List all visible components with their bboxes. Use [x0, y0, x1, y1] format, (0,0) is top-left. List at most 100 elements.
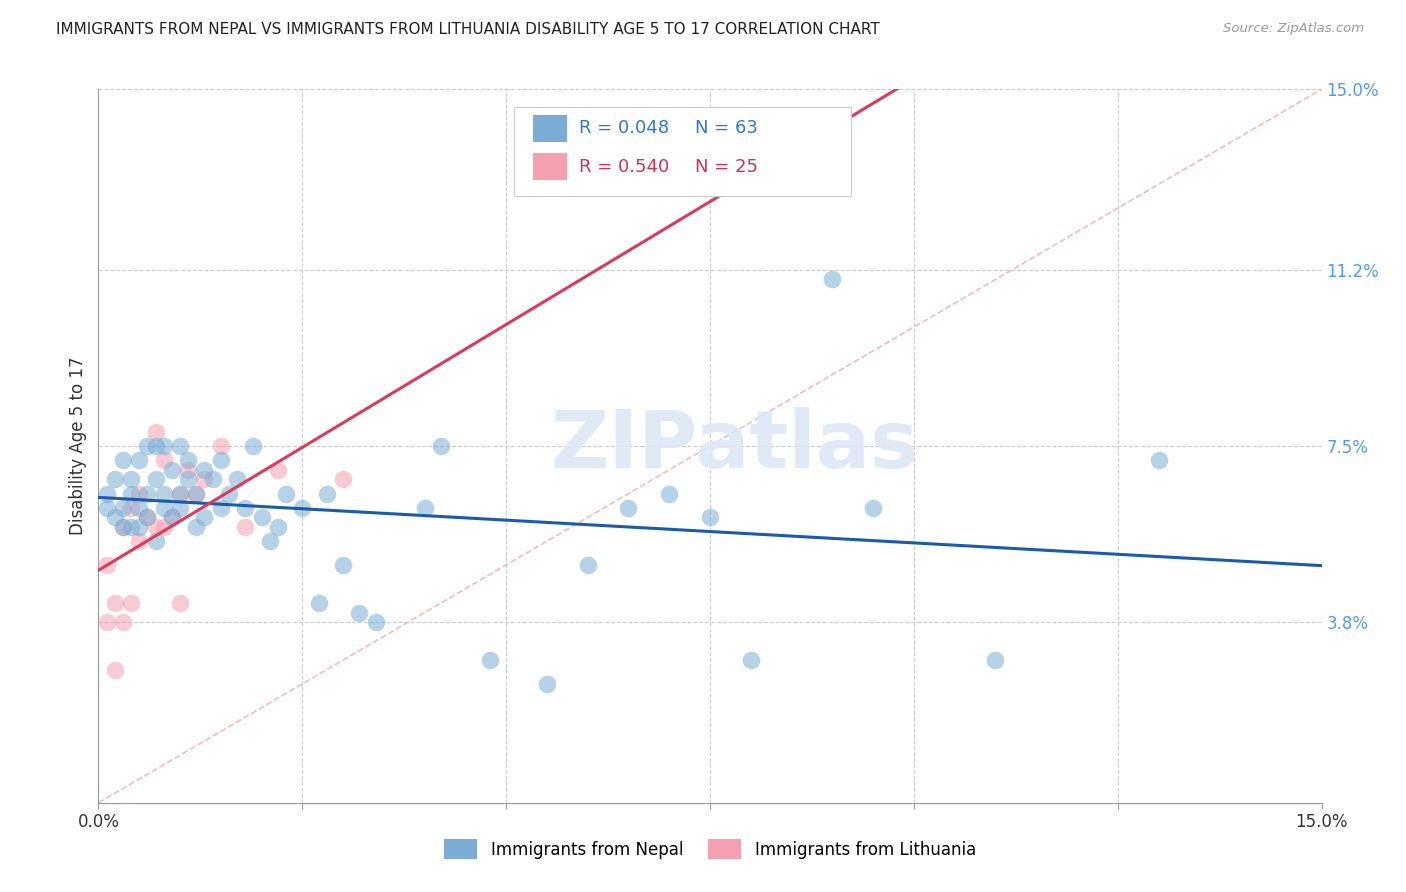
FancyBboxPatch shape: [515, 107, 851, 196]
Point: [128, 486, 150, 500]
Point: [193, 472, 215, 486]
Point: [267, 520, 290, 534]
Point: [160, 463, 183, 477]
Text: N = 25: N = 25: [696, 158, 758, 176]
Point: [177, 463, 200, 477]
Point: [152, 500, 174, 515]
Point: [145, 439, 167, 453]
Text: R = 0.540: R = 0.540: [579, 158, 669, 176]
Point: [617, 500, 640, 515]
Point: [120, 596, 142, 610]
Point: [111, 615, 134, 629]
Point: [259, 534, 281, 549]
Point: [128, 534, 150, 549]
Point: [186, 486, 208, 500]
Point: [104, 472, 127, 486]
Point: [250, 510, 273, 524]
Point: [233, 520, 256, 534]
Text: R = 0.048: R = 0.048: [579, 120, 669, 137]
Point: [104, 510, 127, 524]
Point: [364, 615, 387, 629]
Point: [111, 500, 134, 515]
Text: IMMIGRANTS FROM NEPAL VS IMMIGRANTS FROM LITHUANIA DISABILITY AGE 5 TO 17 CORREL: IMMIGRANTS FROM NEPAL VS IMMIGRANTS FROM…: [56, 22, 880, 37]
Point: [201, 472, 224, 486]
Point: [111, 520, 134, 534]
Point: [96, 615, 118, 629]
Point: [160, 510, 183, 524]
Point: [209, 453, 232, 467]
Point: [145, 425, 167, 439]
Point: [169, 439, 191, 453]
Y-axis label: Disability Age 5 to 17: Disability Age 5 to 17: [69, 357, 87, 535]
Point: [291, 500, 314, 515]
Point: [576, 558, 599, 572]
Point: [209, 500, 232, 515]
Point: [104, 596, 127, 610]
Point: [984, 653, 1007, 667]
Point: [1147, 453, 1170, 467]
Point: [193, 510, 215, 524]
Point: [315, 486, 337, 500]
Point: [136, 439, 159, 453]
Point: [193, 463, 215, 477]
Point: [128, 500, 150, 515]
Point: [242, 439, 264, 453]
Point: [274, 486, 297, 500]
Point: [136, 486, 159, 500]
Point: [96, 558, 118, 572]
Point: [169, 486, 191, 500]
Point: [332, 558, 354, 572]
Point: [120, 500, 142, 515]
Point: [96, 500, 118, 515]
Point: [740, 653, 762, 667]
Point: [169, 500, 191, 515]
Point: [478, 653, 501, 667]
Point: [658, 486, 681, 500]
Point: [308, 596, 330, 610]
Point: [152, 453, 174, 467]
FancyBboxPatch shape: [533, 153, 567, 180]
Point: [96, 486, 118, 500]
Point: [111, 520, 134, 534]
Point: [177, 453, 200, 467]
Point: [120, 472, 142, 486]
Point: [136, 510, 159, 524]
Point: [128, 453, 150, 467]
Text: N = 63: N = 63: [696, 120, 758, 137]
Legend: Immigrants from Nepal, Immigrants from Lithuania: Immigrants from Nepal, Immigrants from L…: [444, 839, 976, 859]
Point: [104, 663, 127, 677]
Point: [233, 500, 256, 515]
Point: [177, 472, 200, 486]
Point: [699, 510, 721, 524]
Point: [349, 606, 371, 620]
Point: [152, 520, 174, 534]
Point: [145, 534, 167, 549]
Point: [152, 439, 174, 453]
Point: [536, 677, 558, 691]
Point: [152, 486, 174, 500]
Point: [128, 520, 150, 534]
Text: Source: ZipAtlas.com: Source: ZipAtlas.com: [1223, 22, 1364, 36]
Text: ZIPatlas: ZIPatlas: [550, 407, 918, 485]
Point: [169, 596, 191, 610]
Point: [209, 439, 232, 453]
Point: [186, 520, 208, 534]
Point: [430, 439, 453, 453]
Point: [186, 486, 208, 500]
Point: [862, 500, 884, 515]
FancyBboxPatch shape: [533, 115, 567, 142]
Point: [821, 272, 844, 286]
Point: [120, 486, 142, 500]
Point: [145, 472, 167, 486]
Point: [413, 500, 436, 515]
Point: [226, 472, 249, 486]
Point: [267, 463, 290, 477]
Point: [136, 510, 159, 524]
Point: [332, 472, 354, 486]
Point: [169, 486, 191, 500]
Point: [111, 453, 134, 467]
Point: [160, 510, 183, 524]
Point: [145, 520, 167, 534]
Point: [218, 486, 240, 500]
Point: [120, 520, 142, 534]
